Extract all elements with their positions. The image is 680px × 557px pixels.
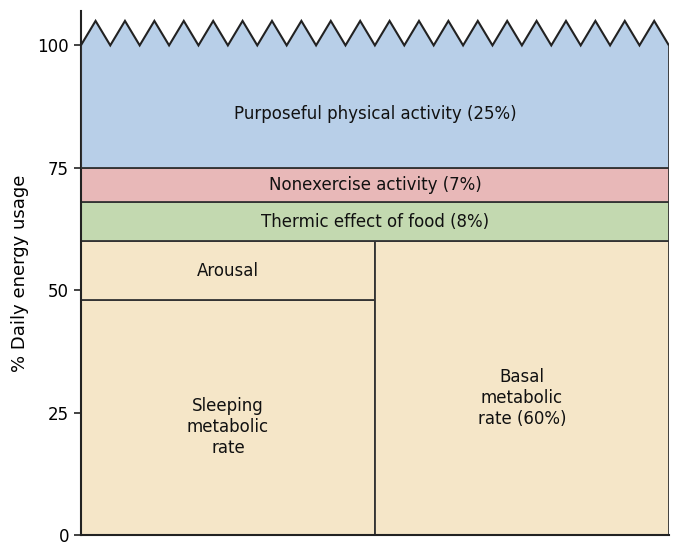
Polygon shape (81, 21, 669, 168)
Bar (81, 202, 669, 241)
Text: Basal
metabolic
rate (60%): Basal metabolic rate (60%) (477, 368, 566, 428)
Text: Arousal: Arousal (197, 262, 259, 280)
Text: Sleeping
metabolic
rate: Sleeping metabolic rate (187, 397, 269, 457)
Text: Thermic effect of food (8%): Thermic effect of food (8%) (261, 213, 489, 231)
Bar (81, 241, 375, 300)
Text: Purposeful physical activity (25%): Purposeful physical activity (25%) (233, 105, 516, 123)
Bar (81, 168, 669, 202)
Text: Nonexercise activity (7%): Nonexercise activity (7%) (269, 176, 481, 194)
Y-axis label: % Daily energy usage: % Daily energy usage (11, 174, 29, 372)
Bar (81, 300, 375, 535)
Bar (375, 241, 669, 535)
